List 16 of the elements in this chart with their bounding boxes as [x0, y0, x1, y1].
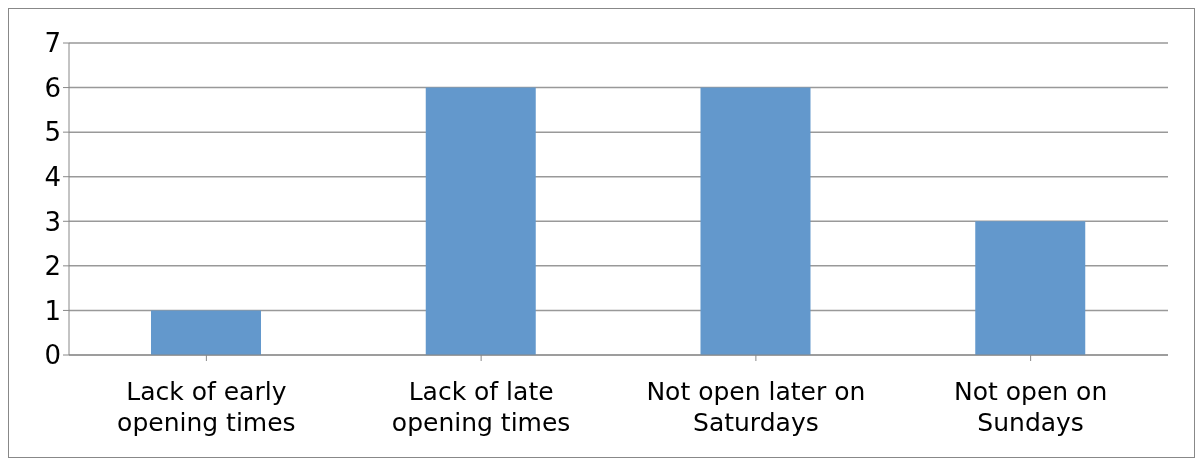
- y-tick-label: 3: [44, 206, 61, 237]
- x-tick-label: Not open on Sundays: [954, 376, 1108, 437]
- y-tick-label: 5: [44, 117, 61, 148]
- y-tick-label: 7: [44, 28, 61, 59]
- x-tick-label: Lack of early opening times: [117, 376, 296, 437]
- y-tick-label: 2: [44, 251, 61, 282]
- x-tick-label: Not open later on Saturdays: [646, 376, 866, 437]
- bar: [700, 87, 811, 355]
- y-tick-label: 6: [44, 72, 61, 103]
- bar: [975, 221, 1086, 355]
- bar: [151, 310, 261, 355]
- y-tick-label: 0: [44, 340, 61, 371]
- x-tick-label: Lack of late opening times: [391, 376, 571, 437]
- y-tick-label: 1: [44, 295, 61, 326]
- bar: [425, 87, 536, 355]
- y-tick-label: 4: [44, 161, 61, 192]
